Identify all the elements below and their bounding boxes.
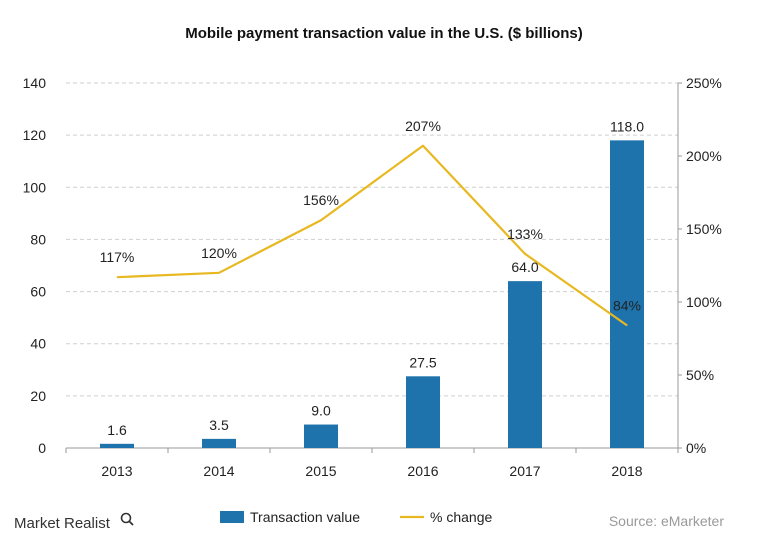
magnifier-icon — [120, 512, 134, 526]
line-value-label: 133% — [507, 226, 543, 242]
bar-2013 — [100, 443, 134, 448]
line-value-label: 120% — [201, 245, 237, 261]
bar-value-label: 9.0 — [311, 403, 331, 419]
legend-swatch-bar — [220, 511, 244, 523]
data-labels: 1.6 3.5 9.0 27.5 64.0 118.0 117% 120% 156% 207% 13… — [100, 118, 645, 438]
line-point — [626, 324, 628, 326]
y-right-tick-label: 100% — [686, 294, 722, 310]
y-left-tick-label: 20 — [30, 388, 46, 404]
y-right-tick-label: 200% — [686, 148, 722, 164]
legend-label-transaction-value: Transaction value — [250, 509, 360, 525]
bar-value-label: 27.5 — [409, 354, 436, 370]
brand-name: Market Realist — [14, 515, 111, 532]
y-right-tick-label: 0% — [686, 440, 706, 456]
legend-label-percent-change: % change — [430, 509, 492, 525]
x-tick-label: 2017 — [509, 463, 540, 479]
bar-2018 — [610, 140, 644, 448]
y-left-tick-label: 40 — [30, 336, 46, 352]
y-left-tick-label: 140 — [23, 75, 47, 91]
y-left-tick-label: 100 — [23, 179, 47, 195]
line-point — [320, 219, 322, 221]
y-left-tick-label: 80 — [30, 231, 46, 247]
line-point — [524, 253, 526, 255]
line-value-label: 117% — [100, 249, 135, 265]
gridlines — [66, 82, 678, 397]
source-note: Source: eMarketer — [609, 513, 724, 529]
chart-title: Mobile payment transaction value in the … — [185, 25, 583, 42]
y-right-tick-label: 150% — [686, 221, 722, 237]
x-tick-label: 2016 — [407, 463, 438, 479]
line-value-label: 207% — [405, 118, 441, 134]
axes: 0 20 40 60 80 100 120 140 0% 50% 100% 150% 200% 250% 2… — [23, 75, 722, 479]
legend: Transaction value % change — [220, 509, 492, 525]
x-tick-label: 2018 — [611, 463, 642, 479]
x-tick-label: 2015 — [305, 463, 336, 479]
line-series-percent-change — [116, 144, 628, 327]
line-point — [218, 272, 220, 274]
percent-change-line — [116, 144, 628, 327]
y-right-tick-label: 250% — [686, 75, 722, 91]
y-left-tick-label: 60 — [30, 284, 46, 300]
bar-value-label: 118.0 — [610, 118, 644, 134]
bar-series-transaction-value — [100, 140, 644, 448]
bar-2015 — [304, 424, 338, 448]
line-value-label: 84% — [613, 297, 641, 313]
bar-value-label: 64.0 — [511, 259, 538, 275]
bar-2014 — [202, 438, 236, 448]
bar-value-label: 3.5 — [209, 417, 229, 433]
line-value-label: 156% — [303, 192, 339, 208]
line-point — [422, 145, 424, 147]
y-left-tick-label: 120 — [23, 127, 47, 143]
line-point — [116, 276, 118, 278]
bar-2017 — [508, 281, 542, 448]
y-right-tick-label: 50% — [686, 367, 714, 383]
brand-logo: Market Realist — [14, 512, 134, 532]
y-left-tick-label: 0 — [38, 440, 46, 456]
x-tick-label: 2014 — [203, 463, 234, 479]
bar-value-label: 1.6 — [107, 422, 127, 438]
x-tick-label: 2013 — [101, 463, 132, 479]
bar-2016 — [406, 376, 440, 448]
